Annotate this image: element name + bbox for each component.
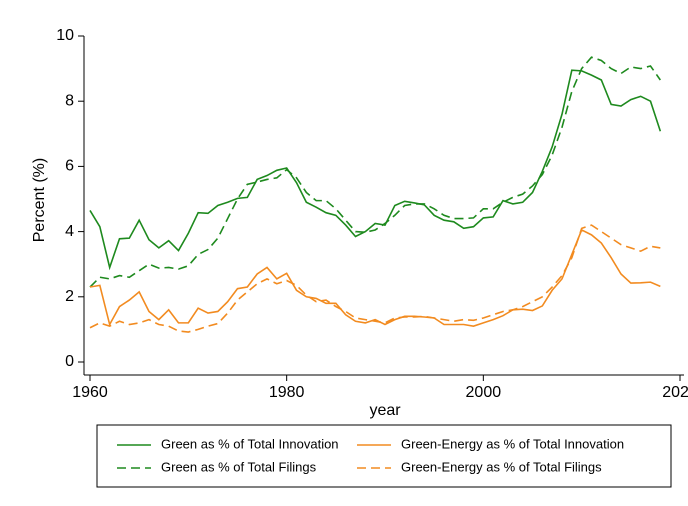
series-line	[89, 56, 661, 288]
y-tick-label: 0	[65, 353, 74, 370]
x-tick-label: 1980	[269, 384, 305, 401]
x-tick-label: 1960	[72, 384, 108, 401]
y-axis-label: Percent (%)	[31, 158, 48, 242]
y-tick-label: 4	[65, 223, 74, 240]
y-tick-label: 2	[65, 288, 74, 305]
x-tick-label: 2020	[662, 384, 688, 401]
x-tick-label: 2000	[466, 384, 502, 401]
legend: Green as % of Total Innovation Green as %…	[117, 436, 624, 474]
legend-label: Green-Energy as % of Total Innovation	[401, 436, 624, 451]
legend-label: Green as % of Total Innovation	[161, 436, 339, 451]
series-line	[89, 224, 661, 333]
legend-box	[96, 424, 672, 488]
y-tick-label: 8	[65, 92, 74, 109]
x-axis-label: year	[369, 402, 401, 419]
legend-label: Green-Energy as % of Total Filings	[401, 459, 602, 474]
y-tick-label: 6	[65, 158, 74, 175]
series-line	[89, 228, 661, 327]
y-tick-label: 10	[56, 27, 74, 44]
series-line	[89, 69, 662, 271]
legend-label: Green as % of Total Filings	[161, 459, 317, 474]
